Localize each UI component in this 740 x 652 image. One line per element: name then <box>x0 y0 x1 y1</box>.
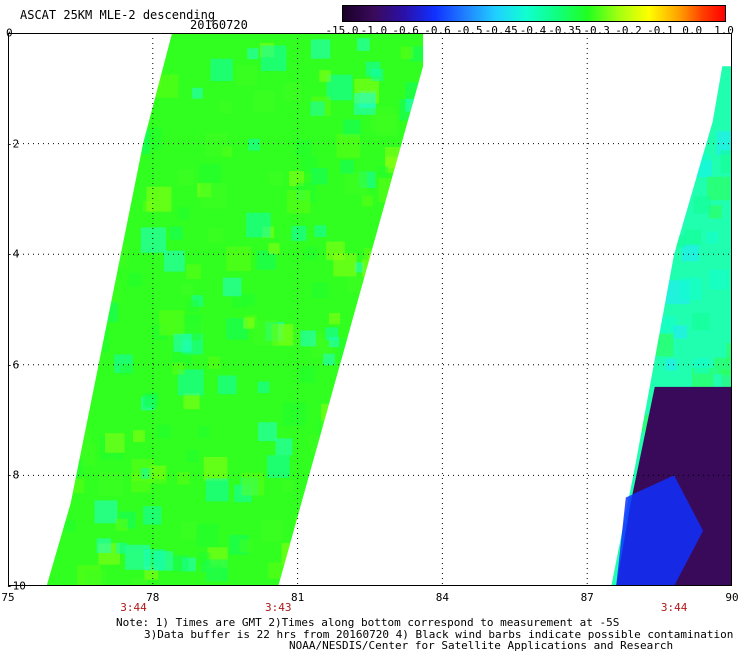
lat-tick-label: -6 <box>6 358 19 371</box>
lon-tick-label: 78 <box>146 591 159 604</box>
colorbar <box>342 5 726 22</box>
lon-tick-label: 81 <box>291 591 304 604</box>
lon-tick-label: 90 <box>725 591 738 604</box>
lon-tick-label: 75 <box>1 591 14 604</box>
map-date: 20160720 <box>190 18 248 32</box>
lat-tick-label: 0 <box>6 27 13 40</box>
map-plot <box>8 33 732 586</box>
pass-time-label: 3:43 <box>265 601 292 614</box>
footer-credit: NOAA/NESDIS/Center for Satellite Applica… <box>289 639 673 652</box>
lat-tick-label: -4 <box>6 248 19 261</box>
pass-time-label: 3:44 <box>120 601 147 614</box>
lon-tick-label: 84 <box>436 591 449 604</box>
lat-tick-label: -2 <box>6 137 19 150</box>
map-title: ASCAT 25KM MLE-2 descending <box>20 8 215 22</box>
lon-tick-label: 87 <box>581 591 594 604</box>
lat-tick-label: -8 <box>6 469 19 482</box>
pass-time-label: 3:44 <box>661 601 688 614</box>
